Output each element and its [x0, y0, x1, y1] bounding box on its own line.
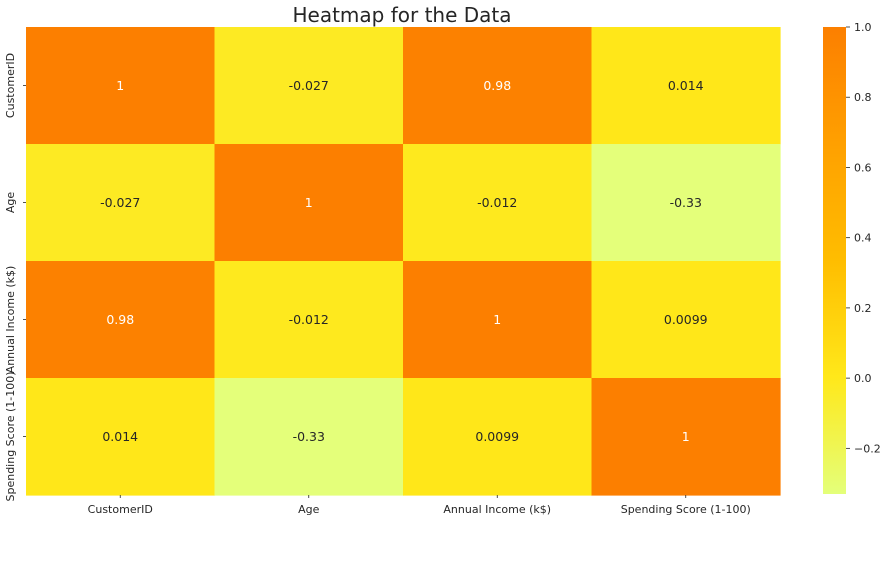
- cell-annotation: 0.014: [668, 78, 704, 93]
- colorbar: −0.2 0.0 0.2 0.4 0.6 0.8 1.0: [823, 21, 881, 494]
- cell-annotation: -0.33: [293, 429, 325, 444]
- cell-annotation: 0.98: [483, 78, 511, 93]
- colorbar-tick-label: 0.4: [854, 232, 872, 245]
- y-axis-tick-label: Age: [4, 192, 17, 214]
- cell-annotation: 0.98: [106, 312, 134, 327]
- colorbar-tick-label: 0.8: [854, 91, 872, 104]
- colorbar-gradient: [823, 27, 846, 494]
- cell-annotation: 0.0099: [475, 429, 519, 444]
- heatmap-cell: [403, 27, 593, 145]
- cell-annotation: -0.33: [670, 195, 702, 210]
- heatmap-cell: [591, 144, 781, 262]
- colorbar-tick-label: 1.0: [854, 21, 872, 34]
- cell-annotation: -0.012: [477, 195, 517, 210]
- cell-annotation: 0.0099: [664, 312, 708, 327]
- cell-annotation: 1: [682, 429, 690, 444]
- y-axis-tick-label: CustomerID: [4, 53, 17, 118]
- y-axis-tick-label: Spending Score (1-100): [4, 371, 17, 501]
- colorbar-tick-label: −0.2: [854, 442, 881, 455]
- heatmap-cell: [214, 27, 404, 145]
- heatmap-cell: [26, 144, 216, 262]
- x-axis-tick-label: Age: [298, 503, 320, 516]
- heatmap-cell: [26, 378, 216, 496]
- heatmap-cell: [403, 378, 593, 496]
- cell-annotation: 1: [493, 312, 501, 327]
- heatmap-cell: [591, 261, 781, 379]
- x-axis-tick-label: Annual Income (k$): [443, 503, 551, 516]
- heatmap-cell: [214, 261, 404, 379]
- cell-annotation: 1: [305, 195, 313, 210]
- x-axis-tick-label: CustomerID: [88, 503, 153, 516]
- x-axis-tick-label: Spending Score (1-100): [621, 503, 751, 516]
- x-axis-tick-labels: CustomerID Age Annual Income (k$) Spending …: [88, 495, 751, 516]
- colorbar-tick-label: 0.2: [854, 302, 872, 315]
- heatmap-cell: [591, 27, 781, 145]
- cell-annotation: -0.027: [100, 195, 140, 210]
- heatmap-cell: [403, 261, 593, 379]
- colorbar-tick-label: 0.6: [854, 161, 872, 174]
- y-axis-tick-label: Annual Income (k$): [4, 266, 17, 374]
- colorbar-tick-label: 0.0: [854, 372, 872, 385]
- cell-annotation: 1: [116, 78, 124, 93]
- cell-annotation: -0.027: [289, 78, 329, 93]
- cell-annotation: 0.014: [102, 429, 138, 444]
- heatmap-cell: [591, 378, 781, 496]
- cell-annotation: -0.012: [289, 312, 329, 327]
- heatmap-cell: [26, 27, 216, 145]
- heatmap-cell: [403, 144, 593, 262]
- heatmap-cells: 1 -0.027 0.98 0.014 -0.027 1 -0.012 -0.33 0.98 -0…: [26, 27, 781, 496]
- heatmap-cell: [26, 261, 216, 379]
- heatmap-cell: [214, 144, 404, 262]
- chart-title: Heatmap for the Data: [292, 3, 511, 27]
- y-axis-tick-labels: CustomerID Age Annual Income (k$)Spending …: [4, 53, 26, 502]
- heatmap-cell: [214, 378, 404, 496]
